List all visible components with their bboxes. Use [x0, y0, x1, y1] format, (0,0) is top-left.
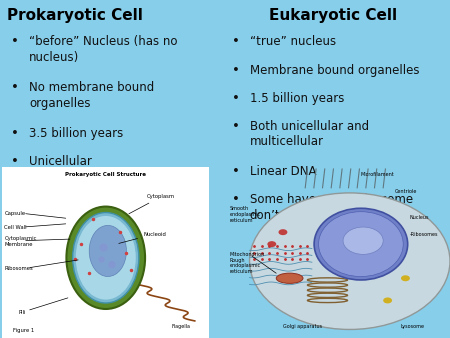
Text: Golgi apparatus: Golgi apparatus	[283, 324, 322, 329]
Text: •: •	[232, 92, 239, 104]
Ellipse shape	[267, 241, 276, 247]
Text: •: •	[232, 64, 239, 76]
Text: Unicellular: Unicellular	[29, 155, 92, 168]
Ellipse shape	[319, 212, 403, 276]
Text: •: •	[11, 183, 19, 196]
Text: Nucleus: Nucleus	[410, 215, 429, 219]
Text: Membrane bound organelles: Membrane bound organelles	[250, 64, 419, 76]
Text: •: •	[11, 81, 19, 94]
Text: 1.5 billion years: 1.5 billion years	[250, 92, 344, 104]
Ellipse shape	[99, 243, 108, 251]
Ellipse shape	[108, 261, 116, 268]
Ellipse shape	[276, 273, 303, 283]
Ellipse shape	[249, 193, 450, 330]
Text: •: •	[11, 35, 19, 48]
Text: Mitochondrion: Mitochondrion	[230, 252, 265, 257]
Text: •: •	[11, 127, 19, 140]
Ellipse shape	[314, 208, 408, 280]
Text: -Ribosomes: -Ribosomes	[410, 232, 438, 237]
Text: •: •	[11, 155, 19, 168]
Ellipse shape	[67, 207, 145, 309]
Text: Centriole: Centriole	[394, 189, 417, 194]
Text: Rough
endoplasmic
reticulum: Rough endoplasmic reticulum	[230, 258, 261, 274]
Text: “before” Nucleus (has no
nucleus): “before” Nucleus (has no nucleus)	[29, 35, 178, 64]
Text: Circular DNA: Circular DNA	[29, 183, 105, 196]
Ellipse shape	[76, 216, 136, 299]
Text: Nucleoid: Nucleoid	[119, 232, 166, 243]
Text: Cytoplasm: Cytoplasm	[129, 194, 175, 214]
Ellipse shape	[383, 297, 392, 304]
Text: Ribosomes: Ribosomes	[4, 266, 33, 271]
Text: Figure 1: Figure 1	[13, 328, 34, 333]
Ellipse shape	[279, 229, 288, 235]
Ellipse shape	[343, 227, 383, 255]
Text: Eukaryotic Cell: Eukaryotic Cell	[269, 8, 397, 23]
Text: •: •	[232, 120, 239, 132]
Text: •: •	[232, 193, 239, 206]
Text: Both unicellular and
multicellular: Both unicellular and multicellular	[250, 120, 369, 148]
Text: Contain a cell wall: Contain a cell wall	[29, 211, 138, 224]
Text: Cytoplasmic
Membrane: Cytoplasmic Membrane	[4, 236, 37, 247]
Text: Capsule: Capsule	[4, 211, 26, 216]
Ellipse shape	[401, 275, 410, 281]
Text: •: •	[232, 35, 239, 48]
Text: Linear DNA: Linear DNA	[250, 165, 316, 178]
Text: Flagella: Flagella	[172, 324, 191, 329]
Ellipse shape	[99, 257, 105, 263]
Text: Prokaryotic Cell: Prokaryotic Cell	[7, 8, 143, 23]
Text: “true” nucleus: “true” nucleus	[250, 35, 336, 48]
Text: •: •	[232, 165, 239, 178]
Text: 3.5 billion years: 3.5 billion years	[29, 127, 123, 140]
Text: Pili: Pili	[19, 310, 26, 315]
Text: Some have cell walls, some
don’t: Some have cell walls, some don’t	[250, 193, 413, 222]
Ellipse shape	[72, 213, 139, 303]
Text: No membrane bound
organelles: No membrane bound organelles	[29, 81, 154, 110]
Text: Smooth
endoplasmic
reticulum: Smooth endoplasmic reticulum	[230, 206, 261, 223]
Text: Cell Wall: Cell Wall	[4, 225, 27, 230]
Text: Prokaryotic Cell Structure: Prokaryotic Cell Structure	[65, 172, 146, 177]
Ellipse shape	[89, 225, 126, 276]
Text: Microfilament: Microfilament	[361, 172, 395, 177]
Text: •: •	[11, 211, 19, 224]
Text: Lysosome: Lysosome	[401, 324, 425, 329]
